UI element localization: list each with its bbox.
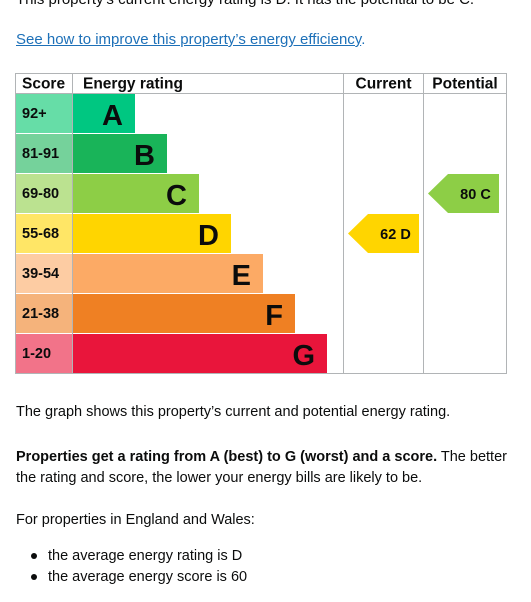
potential-rating-marker-label: 80 C bbox=[460, 187, 491, 203]
improve-efficiency-link-wrapper: See how to improve this property’s energ… bbox=[16, 31, 365, 48]
band-letter-c: C bbox=[166, 180, 187, 212]
band-e: 39-54 E bbox=[16, 254, 263, 293]
graph-description: The graph shows this property’s current … bbox=[16, 404, 451, 420]
intro-text-cut: This property's current energy rating is… bbox=[16, 0, 474, 8]
band-score-cell-d bbox=[16, 214, 72, 253]
band-letter-g: G bbox=[292, 340, 315, 372]
chart-headers: Score Energy rating Current Potential bbox=[22, 76, 498, 93]
band-bar-d bbox=[73, 214, 231, 253]
band-range-d: 55-68 bbox=[22, 226, 59, 242]
band-g: 1-20 G bbox=[16, 334, 327, 373]
header-energy-rating: Energy rating bbox=[83, 76, 183, 93]
header-current: Current bbox=[356, 76, 412, 93]
band-score-cell-e bbox=[16, 254, 72, 293]
chart-markers: 62 D 80 C bbox=[348, 174, 499, 253]
band-letter-d: D bbox=[198, 220, 219, 252]
band-bar-c bbox=[73, 174, 199, 213]
band-bar-b bbox=[73, 134, 167, 173]
header-score: Score bbox=[22, 76, 65, 93]
band-letter-a: A bbox=[102, 100, 123, 132]
band-score-cell-c bbox=[16, 174, 72, 213]
band-range-e: 39-54 bbox=[22, 266, 59, 282]
band-range-a: 92+ bbox=[22, 106, 47, 122]
band-f: 21-38 F bbox=[16, 294, 295, 333]
rating-explanation: Properties get a rating from A (best) to… bbox=[16, 447, 511, 489]
average-list: the average energy rating is D the avera… bbox=[16, 546, 247, 588]
band-bar-e bbox=[73, 254, 263, 293]
rating-explanation-rest: The better the rating and score, the low… bbox=[16, 449, 507, 486]
band-c: 69-80 C bbox=[16, 174, 199, 213]
band-letter-b: B bbox=[134, 140, 155, 172]
average-rating-item: the average energy rating is D bbox=[16, 546, 247, 567]
chart-grid bbox=[15, 73, 507, 374]
band-range-g: 1-20 bbox=[22, 346, 51, 362]
band-bar-a bbox=[73, 94, 135, 133]
rating-explanation-bold: Properties get a rating from A (best) to… bbox=[16, 449, 438, 465]
band-d: 55-68 D bbox=[16, 214, 231, 253]
chart-border bbox=[15, 73, 507, 374]
band-letter-f: F bbox=[265, 300, 283, 332]
potential-rating-marker-arrow bbox=[428, 174, 499, 213]
improve-efficiency-link[interactable]: See how to improve this property’s energ… bbox=[16, 31, 362, 48]
energy-rating-chart: Score Energy rating Current Potential 92+ A8… bbox=[15, 73, 507, 374]
band-range-b: 81-91 bbox=[22, 146, 59, 162]
band-range-f: 21-38 bbox=[22, 306, 59, 322]
average-score-item: the average energy score is 60 bbox=[16, 567, 247, 588]
potential-rating-marker: 80 C bbox=[428, 174, 499, 213]
chart-bands: 92+ A 81-91 B 69-80 C 55-68 D 39-54 E 21-38 F 1-20 G bbox=[16, 94, 327, 373]
band-score-cell-f bbox=[16, 294, 72, 333]
band-bar-g bbox=[73, 334, 327, 373]
band-score-cell-g bbox=[16, 334, 72, 373]
header-potential: Potential bbox=[432, 76, 497, 93]
band-score-cell-a bbox=[16, 94, 72, 133]
band-bar-f bbox=[73, 294, 295, 333]
band-letter-e: E bbox=[232, 260, 251, 292]
band-range-c: 69-80 bbox=[22, 186, 59, 202]
link-suffix: . bbox=[361, 31, 366, 48]
band-b: 81-91 B bbox=[16, 134, 167, 173]
current-rating-marker: 62 D bbox=[348, 214, 419, 253]
england-wales-heading: For properties in England and Wales: bbox=[16, 512, 255, 528]
band-score-cell-b bbox=[16, 134, 72, 173]
band-a: 92+ A bbox=[16, 94, 135, 133]
current-rating-marker-arrow bbox=[348, 214, 419, 253]
current-rating-marker-label: 62 D bbox=[380, 227, 411, 243]
